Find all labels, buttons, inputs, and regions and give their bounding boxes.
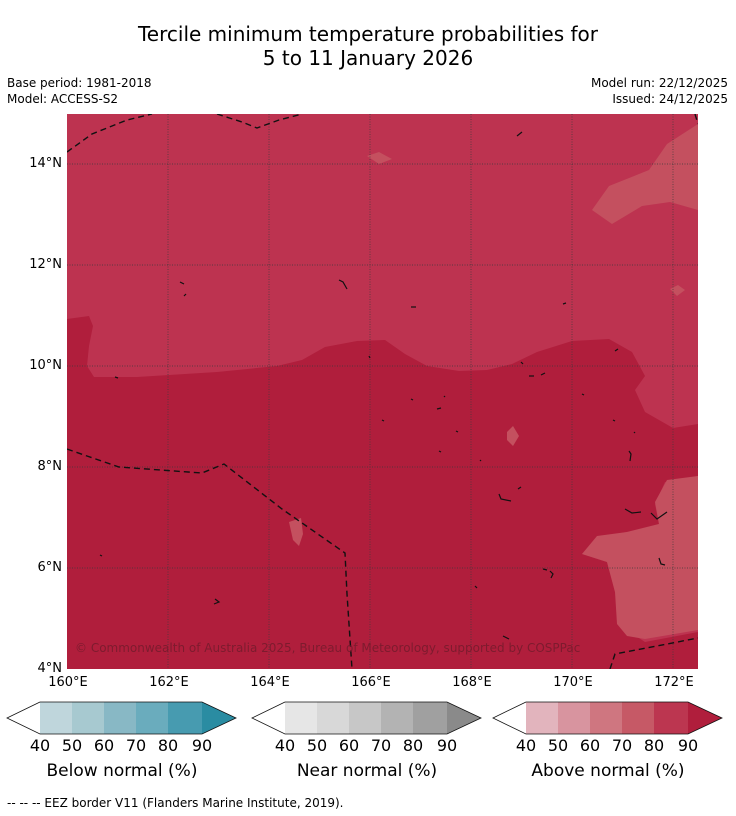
colorbar-above: 40 50 60 70 80 90 xyxy=(492,701,724,761)
lon-label-172E: 172°E xyxy=(654,675,694,690)
islands xyxy=(99,131,668,640)
below-tick-50: 50 xyxy=(61,736,83,755)
region-above-70-south-east xyxy=(582,476,698,639)
lon-label-164E: 164°E xyxy=(250,675,290,690)
lat-label-4N: 4°N xyxy=(37,661,63,676)
near-swatch-40-50 xyxy=(285,702,317,734)
above-swatch-70-80 xyxy=(622,702,654,734)
lat-label-8N: 8°N xyxy=(37,459,63,474)
colorbar-below-label: Below normal (%) xyxy=(46,761,198,781)
colorbar-near-swatches xyxy=(251,701,482,735)
below-swatch-80-90 xyxy=(168,702,202,734)
near-tick-90: 90 xyxy=(436,736,458,755)
above-tick-40: 40 xyxy=(515,736,537,755)
colorbar-above-label: Above normal (%) xyxy=(531,761,685,781)
below-swatch-40-50 xyxy=(40,702,72,734)
region-above-70-islet-2 xyxy=(289,518,303,546)
region-above-70-islet-1 xyxy=(507,426,519,446)
above-swatch-50-60 xyxy=(558,702,590,734)
lon-label-170E: 170°E xyxy=(553,675,593,690)
below-tick-40: 40 xyxy=(29,736,51,755)
meta-left: Base period: 1981-2018 Model: ACCESS-S2 xyxy=(7,75,152,107)
issued-date: Issued: 24/12/2025 xyxy=(612,92,728,106)
colorbar-near: 40 50 60 70 80 90 xyxy=(251,701,483,761)
above-swatch-60-70 xyxy=(590,702,622,734)
title-line-1: Tercile minimum temperature probabilitie… xyxy=(137,22,599,46)
above-tick-60: 60 xyxy=(579,736,601,755)
near-swatch-70-80 xyxy=(381,702,413,734)
near-swatch-80-90 xyxy=(413,702,447,734)
above-swatch-under xyxy=(493,702,526,734)
colorbar-below-swatches xyxy=(6,701,237,735)
probability-map: © Commonwealth of Australia 2025, Bureau… xyxy=(67,114,698,669)
above-swatch-80-90 xyxy=(654,702,688,734)
near-tick-40: 40 xyxy=(274,736,296,755)
below-swatch-70-80 xyxy=(136,702,168,734)
near-swatch-over xyxy=(447,702,481,734)
colorbar-above-swatches xyxy=(492,701,723,735)
near-tick-70: 70 xyxy=(370,736,392,755)
near-tick-80: 80 xyxy=(402,736,424,755)
near-tick-50: 50 xyxy=(306,736,328,755)
meta-right: Model run: 22/12/2025 Issued: 24/12/2025 xyxy=(591,75,728,107)
below-tick-70: 70 xyxy=(125,736,147,755)
near-swatch-under xyxy=(252,702,285,734)
region-above-70-small-north xyxy=(367,152,392,164)
eez-legend-note: -- -- -- EEZ border V11 (Flanders Marine… xyxy=(7,796,344,810)
map-credit: © Commonwealth of Australia 2025, Bureau… xyxy=(75,641,581,655)
below-tick-80: 80 xyxy=(157,736,179,755)
model-name: Model: ACCESS-S2 xyxy=(7,92,119,106)
lat-label-14N: 14°N xyxy=(29,156,62,171)
above-swatch-40-50 xyxy=(526,702,558,734)
below-tick-60: 60 xyxy=(93,736,115,755)
map-canvas xyxy=(67,114,698,669)
above-tick-50: 50 xyxy=(547,736,569,755)
near-swatch-60-70 xyxy=(349,702,381,734)
base-period: Base period: 1981-2018 xyxy=(7,76,152,90)
lat-label-12N: 12°N xyxy=(29,257,62,272)
model-run: Model run: 22/12/2025 xyxy=(590,76,728,90)
near-tick-60: 60 xyxy=(338,736,360,755)
region-above-70-north-east xyxy=(592,124,698,224)
lon-label-162E: 162°E xyxy=(149,675,189,690)
region-above-70-east xyxy=(670,285,685,296)
below-swatch-50-60 xyxy=(72,702,104,734)
above-tick-90: 90 xyxy=(677,736,699,755)
lon-label-166E: 166°E xyxy=(351,675,391,690)
below-swatch-60-70 xyxy=(104,702,136,734)
title-line-2: 5 to 11 January 2026 xyxy=(262,46,474,70)
lat-label-10N: 10°N xyxy=(29,358,62,373)
above-tick-70: 70 xyxy=(611,736,633,755)
eez-borders xyxy=(67,114,698,669)
chart-title: Tercile minimum temperature probabilitie… xyxy=(0,22,736,70)
lat-label-6N: 6°N xyxy=(37,560,63,575)
lon-label-160E: 160°E xyxy=(48,675,88,690)
below-tick-90: 90 xyxy=(191,736,213,755)
below-swatch-under xyxy=(7,702,40,734)
below-swatch-over xyxy=(202,702,236,734)
above-tick-80: 80 xyxy=(643,736,665,755)
region-above-90 xyxy=(67,316,698,669)
near-swatch-50-60 xyxy=(317,702,349,734)
gridlines xyxy=(67,114,698,669)
colorbar-near-label: Near normal (%) xyxy=(296,761,438,781)
colorbar-below: 40 50 60 70 80 90 xyxy=(6,701,238,761)
lon-label-168E: 168°E xyxy=(452,675,492,690)
above-swatch-over xyxy=(688,702,722,734)
